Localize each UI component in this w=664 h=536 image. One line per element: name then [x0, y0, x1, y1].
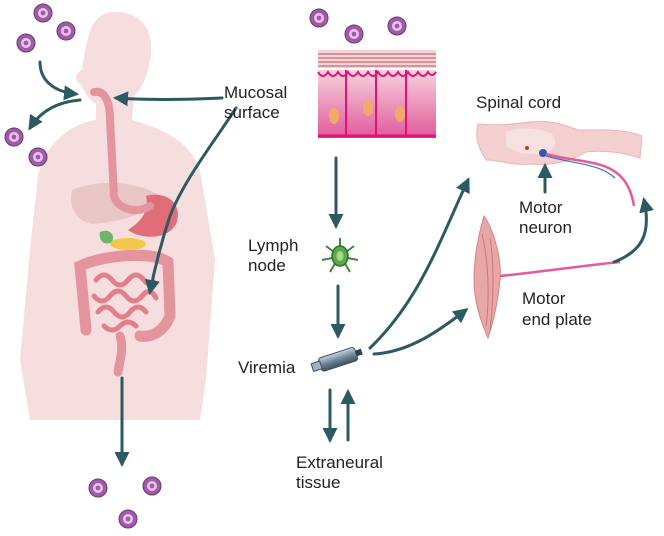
pancreas: [110, 238, 146, 250]
lymph-node-icon: [321, 238, 359, 273]
virus-particle-icon: [387, 16, 407, 36]
motor-neuron-body: [539, 149, 547, 157]
muscle: [473, 214, 621, 340]
viremia-label: Viremia: [238, 358, 296, 377]
motor-neuron-label: Motor neuron: [519, 198, 572, 237]
virus-particle-icon: [142, 476, 162, 496]
syringe-icon: [310, 347, 363, 373]
mucosal-surface-label: Mucosal surface: [224, 83, 292, 122]
lymph-node-label: Lymph node: [248, 236, 303, 275]
virus-particle-icon: [33, 3, 53, 23]
arrow-entry-mouth: [38, 60, 79, 101]
virus-particle-icon: [16, 33, 36, 53]
virus-particle-icon: [118, 509, 138, 529]
large-intestine: [74, 249, 176, 342]
virus-particle-icon: [344, 24, 364, 44]
motor-axon: [545, 152, 636, 207]
arrow-viremia-to-muscle: [372, 308, 469, 356]
spinal-cord-label: Spinal cord: [476, 93, 561, 112]
labels: Mucosal surface Spinal cord Motor neuron…: [224, 83, 592, 492]
arrow-mucosal-to-gut: [144, 106, 238, 295]
arrows: [28, 60, 654, 467]
virus-particle-icon: [56, 21, 76, 41]
mucosal-epithelium: [317, 50, 437, 138]
arrow-exit-mouth: [28, 98, 82, 131]
human-body: [20, 11, 215, 420]
gallbladder: [99, 230, 114, 244]
virus-particle-icon: [4, 127, 24, 147]
spinal-cord-section: [476, 121, 643, 207]
virus-particle-icon: [28, 147, 48, 167]
arrow-mucosal-to-mouth: [113, 91, 224, 107]
arrow-endplate-to-spinal: [612, 197, 654, 264]
extraneural-tissue-label: Extraneural tissue: [296, 453, 388, 492]
rectum: [113, 331, 127, 377]
virus-particle-icon: [88, 478, 108, 498]
end-plate-nerve: [499, 260, 621, 278]
esophagus: [90, 87, 154, 215]
virus-particle-icon: [309, 8, 329, 28]
motor-end-plate-label: Motor end plate: [522, 289, 592, 329]
arrow-viremia-to-spinal: [368, 177, 470, 350]
